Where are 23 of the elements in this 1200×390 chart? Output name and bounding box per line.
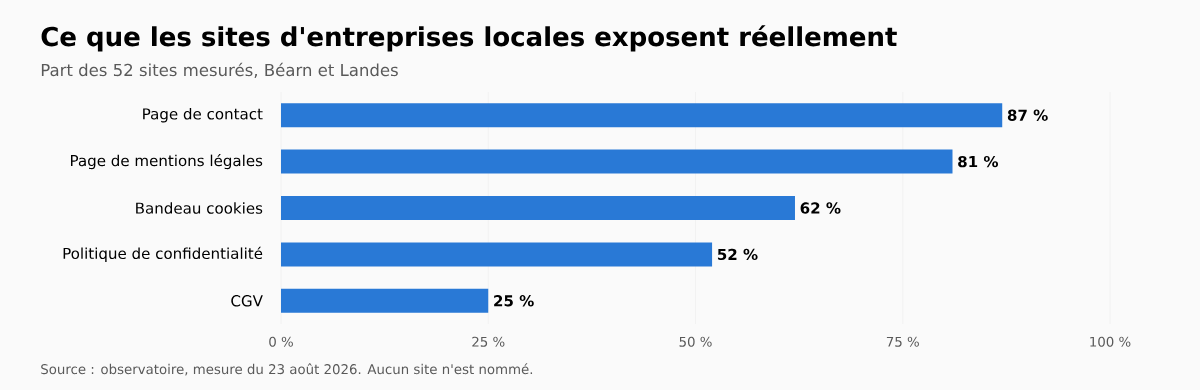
data-label: 87 %	[1007, 109, 1048, 121]
bar	[281, 288, 489, 313]
y-tick-label: Politique de confidentialité	[63, 246, 263, 262]
y-tick-label: Page de mentions légales	[71, 154, 263, 170]
y-tick-label: Bandeau cookies	[136, 202, 263, 214]
data-label: 81 %	[958, 155, 999, 168]
bar	[281, 242, 713, 267]
data-label: 52 %	[717, 248, 758, 261]
y-tick-label: CGV	[231, 295, 263, 307]
data-label: 25 %	[494, 295, 534, 307]
x-tick-label: 0 %	[269, 336, 293, 347]
data-label: 62 %	[800, 202, 841, 214]
source-note: Source : observatoire, mesure du 23 août 2026. Aucun site n'est nommé.	[41, 363, 533, 376]
chart-title: Ce que les sites d'entreprises locales exposent réellement	[41, 25, 897, 52]
x-tick-label: 50 %	[679, 336, 712, 347]
chart-subtitle: Part des 52 sites mesurés, Béarn et Landes	[41, 62, 398, 78]
x-tick-label: 75 %	[886, 336, 919, 347]
bar	[281, 103, 1003, 128]
bar	[281, 196, 795, 221]
bar	[281, 149, 953, 174]
x-tick-label: 100 %	[1090, 336, 1131, 347]
y-tick-label: Page de contact	[143, 107, 263, 123]
x-tick-label: 25 %	[472, 336, 505, 347]
